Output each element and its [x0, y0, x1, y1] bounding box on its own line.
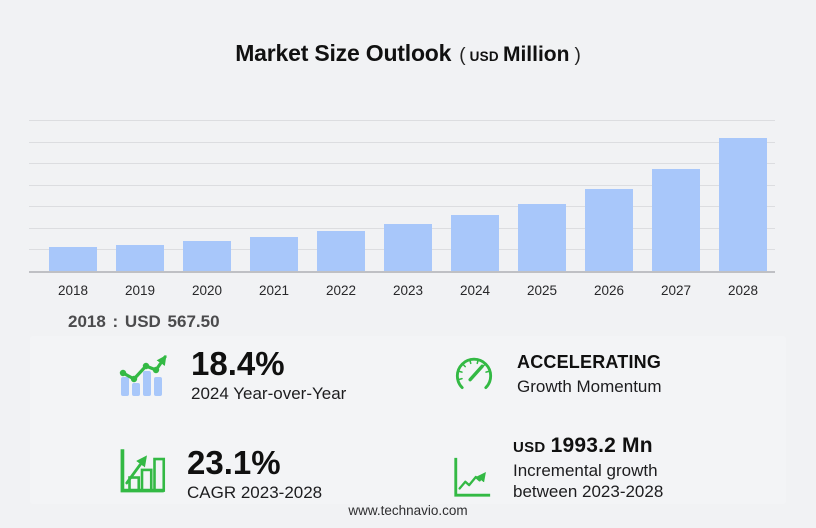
- title-unit: Million: [502, 43, 570, 66]
- stat-value: USD 1993.2 Mn: [513, 434, 663, 457]
- bar: [384, 224, 432, 271]
- speedometer-icon: [451, 353, 497, 398]
- x-tick-label: 2026: [593, 283, 625, 298]
- gridline: [29, 185, 775, 186]
- bar-chart-trend-icon: [117, 347, 171, 406]
- x-tick-label: 2027: [660, 283, 692, 298]
- bar: [317, 231, 365, 271]
- x-tick-label: 2022: [325, 283, 357, 298]
- stat-item-cagr: 23.1% CAGR 2023-2028: [117, 446, 322, 503]
- title-currency: USD: [469, 49, 499, 64]
- bar: [585, 189, 633, 271]
- chart-title-main: Market Size Outlook: [235, 40, 452, 66]
- open-paren: (: [459, 45, 466, 66]
- axes-trend-arrow-icon: [451, 455, 493, 504]
- x-axis-baseline: [29, 271, 775, 273]
- bar: [250, 237, 298, 271]
- bar-chart-plot-area: [29, 120, 775, 273]
- x-tick-label: 2019: [124, 283, 156, 298]
- gridline: [29, 142, 775, 143]
- stat-value-amount: 1993.2 Mn: [550, 434, 653, 457]
- stat-item-incremental: USD 1993.2 Mn Incremental growth between …: [451, 434, 663, 504]
- gridline: [29, 163, 775, 164]
- gridline: [29, 206, 775, 207]
- bar: [116, 245, 164, 271]
- x-tick-label: 2023: [392, 283, 424, 298]
- bar: [183, 241, 231, 271]
- x-tick-label: 2028: [727, 283, 759, 298]
- stat-value: ACCELERATING: [517, 352, 662, 372]
- x-axis-labels: 2018 2019 2020 2021 2022 2023 2024 2025 2026 2027…: [29, 283, 775, 301]
- x-tick-label: 2020: [191, 283, 223, 298]
- stat-item-momentum: ACCELERATING Growth Momentum: [451, 352, 662, 398]
- x-tick-label: 2024: [459, 283, 491, 298]
- stat-label-line1: Incremental growth: [513, 461, 658, 481]
- stat-item-yoy: 18.4% 2024 Year-over-Year: [117, 347, 346, 406]
- stat-value-currency: USD: [513, 439, 546, 456]
- footer-website: www.technavio.com: [348, 503, 468, 518]
- gridline: [29, 120, 775, 121]
- stat-label-line2: between 2023-2028: [513, 482, 664, 502]
- bar: [719, 138, 767, 271]
- bar: [518, 204, 566, 271]
- bar: [49, 247, 97, 271]
- chart-title: Market Size Outlook (USD Million): [0, 40, 816, 67]
- stat-value: 23.1%: [187, 444, 281, 481]
- stat-label: 2024 Year-over-Year: [191, 384, 347, 403]
- bar-chart-arrow-icon: [117, 446, 167, 501]
- bar: [451, 215, 499, 271]
- x-tick-label: 2018: [57, 283, 89, 298]
- x-tick-label: 2021: [258, 283, 290, 298]
- stat-label: CAGR 2023-2028: [187, 483, 323, 502]
- x-tick-label: 2025: [526, 283, 558, 298]
- stat-label: Incremental growth between 2023-2028: [513, 460, 663, 503]
- bar: [652, 169, 700, 271]
- stat-value: 18.4%: [191, 345, 285, 382]
- close-paren: ): [574, 45, 581, 66]
- stat-label: Growth Momentum: [517, 376, 662, 396]
- first-year-annotation: 2018 : USD 567.50: [68, 312, 220, 331]
- stats-panel: [30, 336, 786, 504]
